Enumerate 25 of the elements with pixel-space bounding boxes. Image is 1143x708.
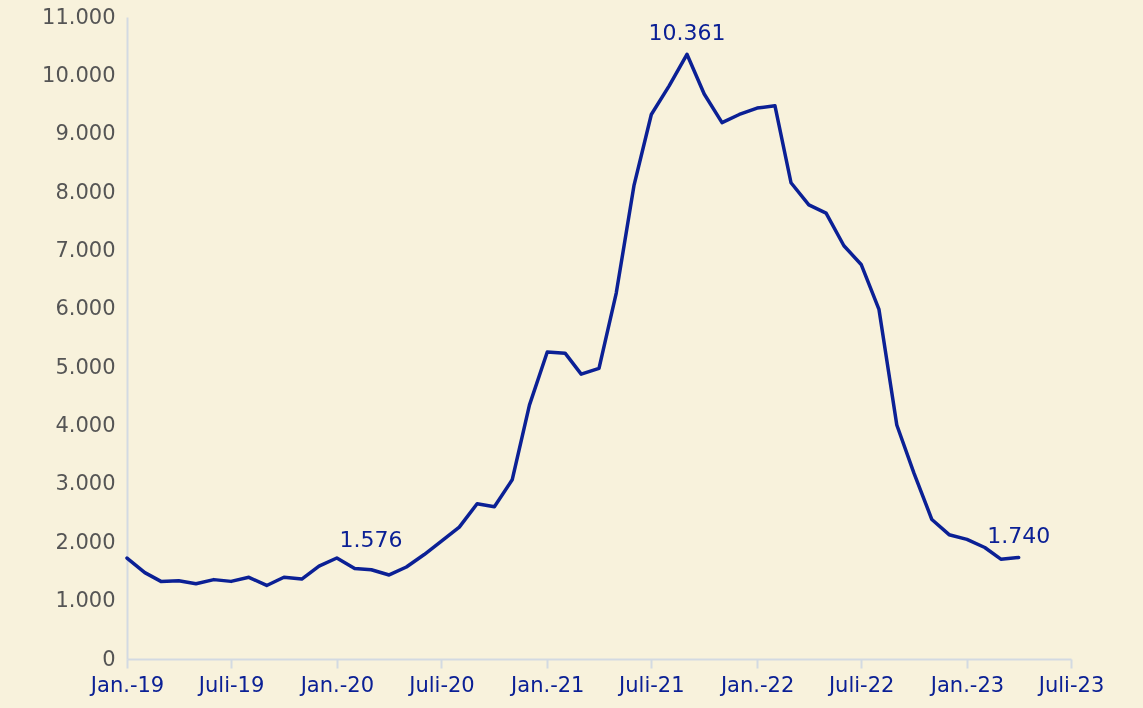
y-tick-label: 1.000 <box>55 588 116 613</box>
data-label: 10.361 <box>648 20 726 46</box>
y-tick-label: 8.000 <box>55 179 116 204</box>
x-tick-label: Juli-22 <box>826 672 895 697</box>
y-tick-label: 5.000 <box>55 354 116 379</box>
x-tick-label: Jan.-21 <box>509 672 585 697</box>
y-tick-label: 6.000 <box>55 296 116 321</box>
y-tick-label: 4.000 <box>55 413 116 438</box>
y-tick-label: 0 <box>102 646 116 671</box>
y-tick-label: 10.000 <box>42 62 116 87</box>
y-tick-label: 2.000 <box>55 529 116 554</box>
x-tick-label: Jan.-22 <box>718 672 795 697</box>
x-tick-label: Jan.-20 <box>298 672 375 697</box>
x-tick-label: Juli-19 <box>196 672 265 697</box>
x-tick-label: Juli-23 <box>1036 672 1105 697</box>
x-tick-label: Jan.-23 <box>928 672 1005 697</box>
data-label: 1.740 <box>987 523 1051 549</box>
x-tick-label: Jan.-19 <box>88 672 165 697</box>
y-tick-label: 11.000 <box>42 4 116 29</box>
y-tick-label: 7.000 <box>55 237 116 262</box>
data-label: 1.576 <box>339 527 403 553</box>
x-tick-label: Juli-20 <box>407 672 475 697</box>
y-tick-label: 3.000 <box>55 471 116 496</box>
x-tick-label: Juli-21 <box>617 672 685 697</box>
y-tick-label: 9.000 <box>55 121 116 146</box>
